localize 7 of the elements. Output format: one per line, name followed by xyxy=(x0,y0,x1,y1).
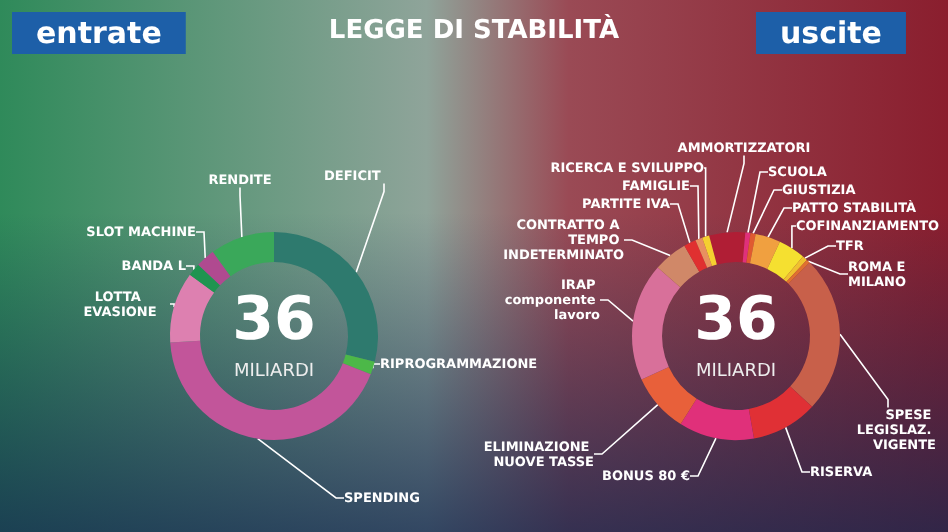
text: MILIARDI xyxy=(695,362,777,382)
text: 36 xyxy=(694,285,778,355)
text: 36 xyxy=(232,285,316,355)
chart-title: uscite xyxy=(780,15,882,51)
chart-subtitle: LEGGE DI STABILITÀ xyxy=(328,16,620,46)
chart-title: entrate xyxy=(36,15,162,51)
text: MILIARDI xyxy=(233,362,315,382)
